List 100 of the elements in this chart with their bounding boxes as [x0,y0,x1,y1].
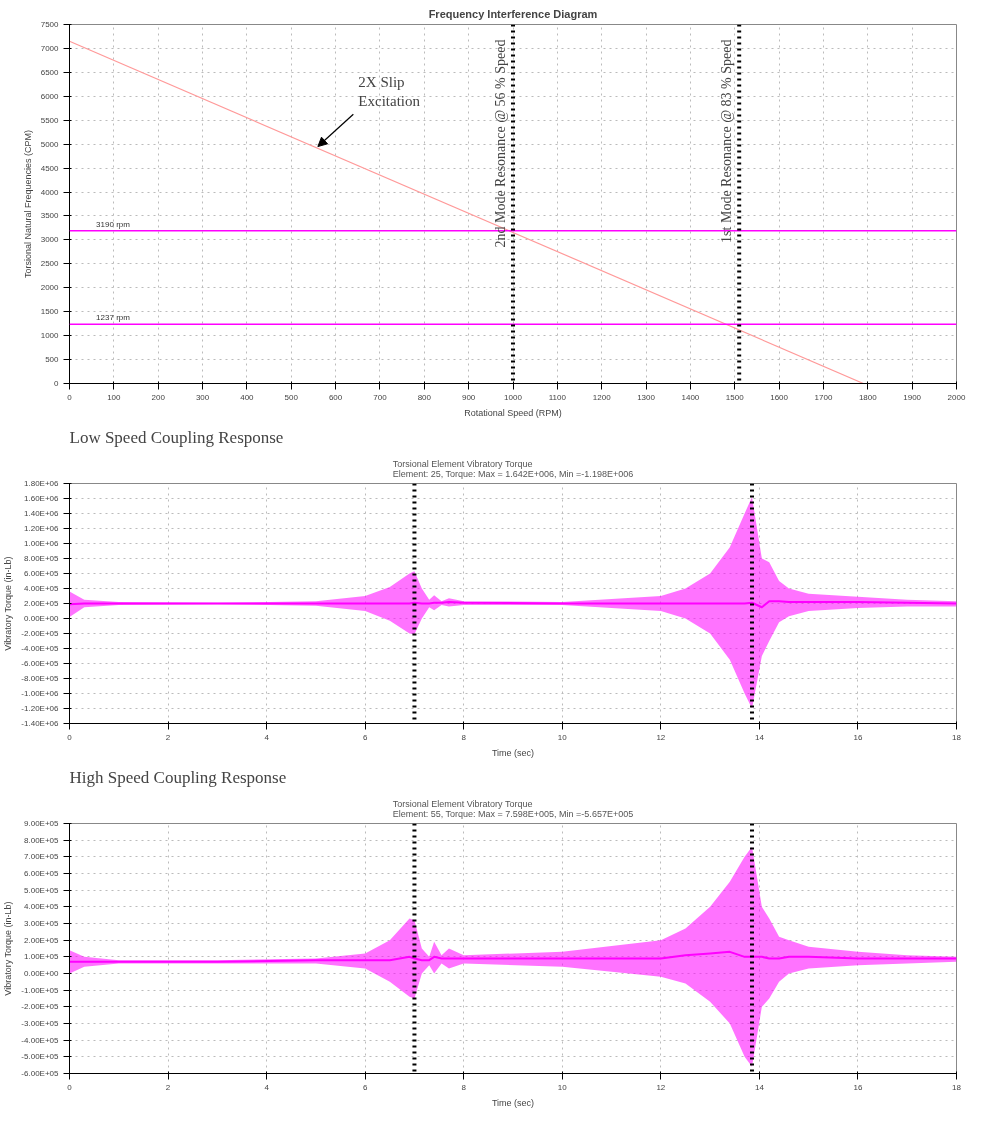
y-tick-label: 6000 [40,91,60,101]
x-tick-label: 1200 [592,392,612,402]
y-tick-label: 1.20E+06 [24,524,60,533]
y-tick-label: 500 [45,355,60,365]
y-tick-label: 0 [54,379,60,388]
chart-title: Low Speed Coupling Response [69,427,284,447]
x-tick-label: 12 [656,1082,666,1092]
y-tick-label: -2.00E+05 [21,1002,60,1012]
y-tick-label: -4.00E+05 [21,1035,60,1045]
x-tick-label: 1300 [637,392,656,402]
y-tick-label: 7500 [40,20,60,29]
x-tick-label: 1100 [548,392,567,402]
y-tick-label: -1.40E+06 [21,719,60,728]
y-tick-label: 7.00E+05 [24,852,60,862]
ref-line-label: 1st Mode Resonance @ 83 % Speed [719,39,735,243]
x-tick-label: 8 [461,732,467,742]
y-tick-label: 1000 [40,331,60,341]
y-tick-label: -5.00E+05 [21,1052,60,1062]
y-tick-label: -8.00E+05 [21,674,60,683]
x-tick-label: 2000 [947,392,966,402]
y-tick-label: 5000 [40,139,60,149]
y-tick-label: 1.00E+05 [24,952,60,962]
x-tick-label: 2 [165,1082,171,1092]
y-tick-label: -1.20E+06 [21,704,60,713]
x-tick-label: 14 [754,732,765,742]
annotation: 2X Slip Excitation [358,74,421,110]
ref-line-label: 3190 rpm [96,219,131,229]
x-tick-label: 6 [362,1082,368,1092]
y-tick-label: 6.00E+05 [24,869,60,878]
x-tick-label: 300 [195,392,210,402]
x-axis-title: Rotational Speed (RPM) [464,407,562,418]
y-tick-label: 3.00E+05 [24,919,60,928]
x-tick-label: 2 [165,732,171,742]
y-axis-title: Vibratory Torque (in-Lb) [3,901,14,996]
y-tick-label: 3000 [40,235,60,245]
x-tick-label: 800 [417,392,432,402]
x-tick-label: 1800 [858,392,878,402]
x-tick-label: 1600 [770,392,789,402]
y-tick-label: -1.00E+05 [21,985,60,995]
y-tick-label: 1500 [40,307,60,317]
y-tick-label: 2.00E+05 [24,935,60,945]
y-tick-label: -1.00E+06 [21,689,60,698]
x-tick-label: 1700 [814,392,833,402]
y-tick-label: 2.00E+05 [24,599,60,608]
line-series [69,950,957,963]
x-tick-label: 1400 [681,392,700,402]
y-tick-label: 1.40E+06 [24,509,60,518]
x-tick-label: 8 [461,1082,467,1092]
x-tick-label: 12 [656,732,666,742]
y-tick-label: 4500 [40,163,60,173]
y-tick-label: -3.00E+05 [21,1019,60,1028]
y-tick-label: 1.60E+06 [24,494,60,503]
ref-line-label: 2nd Mode Resonance @ 56 % Speed [493,39,508,248]
x-tick-label: 400 [240,392,255,402]
y-tick-label: -6.00E+05 [21,1069,60,1078]
x-axis-title: Time (sec) [491,1097,535,1108]
x-tick-label: 200 [151,392,166,402]
x-tick-label: 18 [952,732,962,742]
x-tick-label: 0 [67,392,73,402]
x-tick-label: 0 [67,1082,73,1092]
y-tick-label: 3500 [40,211,60,221]
x-tick-label: 500 [284,392,299,402]
y-tick-label: 4000 [40,187,60,197]
y-tick-label: 2000 [40,283,60,293]
chart-subtitle: Torsional Element Vibratory Torque Element: 55, Torque: Max = 7.598E+005, Min =-5.657E+005 [392,798,634,819]
x-tick-label: 16 [853,1082,863,1092]
y-tick-label: 6.00E+05 [24,569,60,578]
x-tick-label: 4 [264,732,270,742]
y-tick-label: 4.00E+05 [24,584,60,593]
y-tick-label: -4.00E+05 [21,644,60,653]
y-tick-label: 1.00E+06 [24,539,60,548]
x-tick-label: 1000 [504,392,523,402]
y-tick-label: 7000 [40,43,60,53]
x-tick-label: 16 [853,732,863,742]
x-tick-label: 14 [754,1082,765,1092]
x-tick-label: 900 [461,392,476,402]
x-tick-label: 10 [557,1082,568,1092]
y-tick-label: -2.00E+05 [21,629,60,638]
y-tick-label: 1.80E+06 [24,479,60,488]
y-tick-label: 8.00E+05 [24,554,60,563]
y-tick-label: 0.00E+00 [24,614,60,623]
chart-title: Frequency Interference Diagram [428,7,598,20]
x-axis-title: Time (sec) [491,747,535,758]
chart-title: High Speed Coupling Response [69,767,287,787]
y-tick-label: 9.00E+05 [24,819,60,828]
x-tick-label: 100 [107,392,122,402]
x-tick-label: 1900 [903,392,922,402]
x-tick-label: 0 [67,732,73,742]
y-tick-label: 4.00E+05 [24,902,60,912]
y-axis-title: Torsional Natural Frequencies (CPM) [22,129,33,279]
x-tick-label: 600 [328,392,343,402]
x-tick-label: 1500 [725,392,745,402]
y-tick-label: 8.00E+05 [24,835,60,845]
x-tick-label: 10 [557,732,568,742]
x-tick-label: 18 [952,1082,962,1092]
y-tick-label: 5500 [40,115,60,125]
y-tick-label: 5.00E+05 [24,885,60,895]
x-tick-label: 4 [264,1082,270,1092]
y-tick-label: 2500 [40,259,60,269]
ref-line-label: 1237 rpm [96,313,131,323]
